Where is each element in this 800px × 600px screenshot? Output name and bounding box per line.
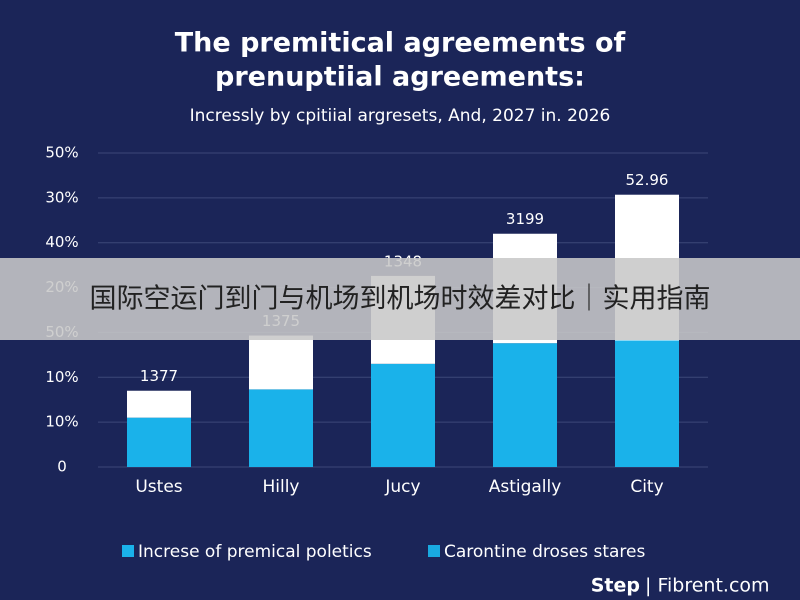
bar-segment: [127, 390, 191, 418]
bar-label: 3199: [506, 210, 544, 228]
chart-subtitle: Incressly by cpitiial argresets, And, 20…: [190, 106, 611, 126]
chart-title: The premitical agreements of: [175, 28, 626, 59]
x-tick-label: Ustes: [135, 477, 182, 497]
banner-background: [0, 258, 800, 340]
bar-label: 1377: [140, 367, 178, 385]
bar-label: 52.96: [626, 171, 669, 189]
y-tick-label: 10%: [45, 413, 78, 431]
chart-title: prenuptiial agreements:: [215, 62, 585, 93]
bar-segment: [249, 335, 313, 390]
bar-segment: [371, 363, 435, 467]
legend-swatch: [428, 545, 440, 557]
banner-text: 国际空运门到门与机场到机场时效差对比｜实用指南: [90, 284, 711, 315]
bar-segment: [493, 343, 557, 467]
bar-segment: [127, 417, 191, 467]
y-tick-label: 30%: [45, 188, 78, 206]
x-tick-label: City: [630, 477, 663, 497]
y-tick-label: 0: [57, 458, 67, 476]
y-tick-label: 40%: [45, 233, 78, 251]
y-tick-label: 10%: [45, 368, 78, 386]
bar-segment: [615, 340, 679, 467]
footer-brand: Step: [591, 575, 640, 597]
overlay: 国际空运门到门与机场到机场时效差对比｜实用指南: [0, 258, 800, 340]
footer-site: | Fibrent.com: [645, 575, 770, 597]
x-tick-label: Jucy: [384, 477, 420, 497]
y-tick-label: 50%: [45, 144, 78, 162]
legend-label: Carontine droses stares: [444, 542, 646, 562]
legend-swatch: [122, 545, 134, 557]
x-tick-label: Hilly: [262, 477, 299, 497]
legend-label: Increse of premical poletics: [138, 542, 372, 562]
bar-segment: [249, 389, 313, 467]
x-tick-label: Astigally: [489, 477, 562, 497]
